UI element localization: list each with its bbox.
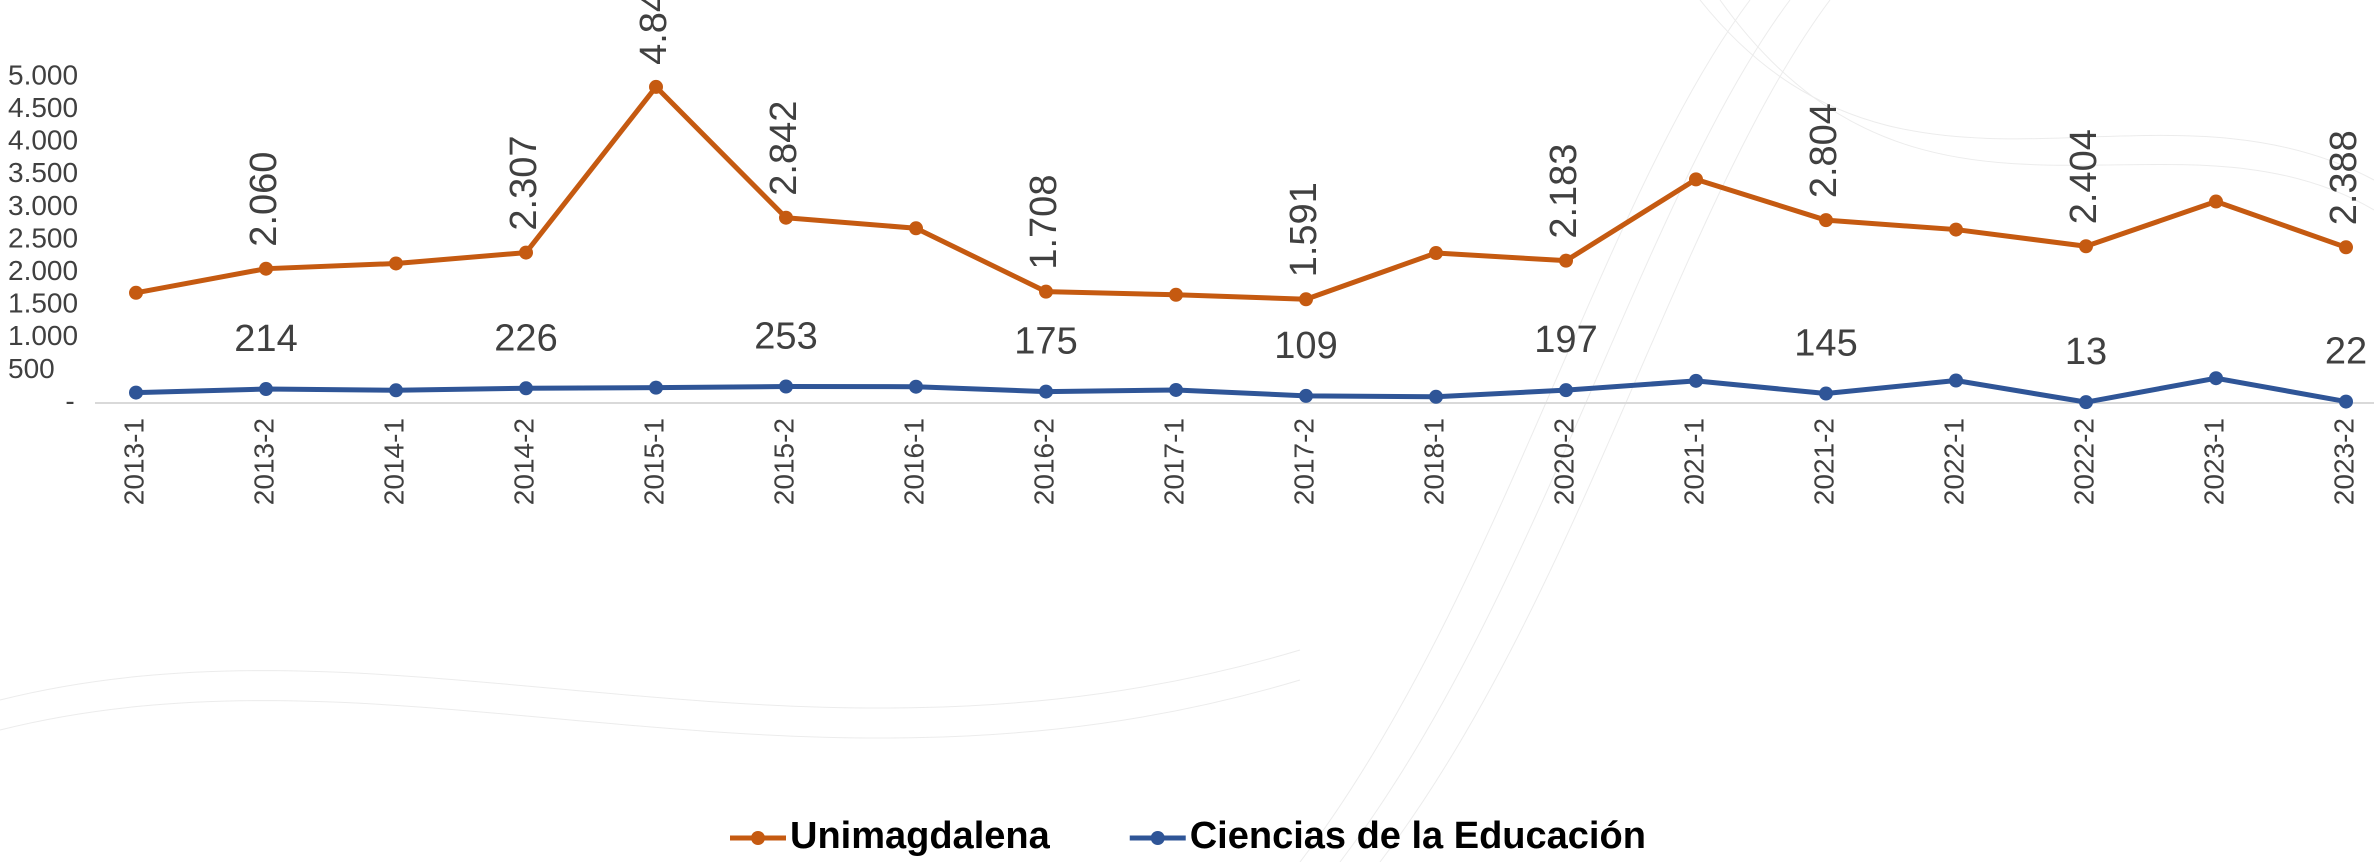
x-tick-label: 2015-2	[768, 418, 799, 505]
data-label: 4.848	[633, 0, 675, 65]
data-point	[2339, 394, 2353, 409]
data-point	[519, 381, 533, 396]
y-tick-label: 3.000	[8, 190, 78, 221]
data-point	[1689, 172, 1703, 187]
x-tick-label: 2017-1	[1158, 418, 1189, 505]
series-line	[135, 84, 2347, 302]
data-point	[389, 383, 403, 398]
data-point	[649, 79, 663, 94]
data-point	[2339, 240, 2353, 255]
data-point	[1559, 253, 1573, 268]
x-tick-label: 2021-2	[1808, 418, 1839, 505]
legend-label: Unimagdalena	[790, 815, 1051, 857]
x-tick-label: 2023-1	[2198, 418, 2229, 505]
y-tick-label: 2.500	[8, 222, 78, 253]
data-point	[2079, 395, 2093, 410]
data-point	[129, 385, 143, 400]
x-tick-label: 2015-1	[638, 418, 669, 505]
data-label: 214	[234, 318, 297, 360]
x-tick-label: 2016-1	[898, 418, 929, 505]
y-tick-label: 1.000	[8, 320, 78, 351]
data-label: 226	[494, 317, 557, 359]
data-label: 2.404	[2063, 129, 2105, 224]
data-label: 2.804	[1803, 103, 1845, 198]
legend-item: Unimagdalena	[730, 815, 1051, 857]
series-line	[135, 375, 2347, 405]
data-point	[909, 221, 923, 236]
x-tick-label: 2013-1	[118, 418, 149, 505]
data-point	[259, 261, 273, 276]
data-label: 22	[2325, 331, 2367, 373]
data-point	[2209, 194, 2223, 209]
data-point	[1429, 246, 1443, 261]
x-tick-label: 2016-2	[1028, 418, 1059, 505]
data-label: 2.183	[1543, 144, 1585, 239]
data-point	[1169, 382, 1183, 397]
data-point	[1039, 284, 1053, 299]
data-label: 145	[1794, 323, 1857, 365]
data-label: 109	[1274, 325, 1337, 367]
data-point	[1949, 373, 1963, 388]
y-tick-label: -	[65, 385, 74, 416]
legend-marker	[751, 831, 765, 845]
y-tick-label: 2.000	[8, 255, 78, 286]
data-point	[1299, 292, 1313, 307]
data-label: 1.591	[1283, 182, 1325, 277]
data-point	[389, 256, 403, 271]
data-point	[259, 382, 273, 397]
data-point	[1949, 222, 1963, 237]
y-tick-label: 3.500	[8, 157, 78, 188]
data-point	[649, 380, 663, 395]
y-tick-label: 1.500	[8, 288, 78, 319]
data-label: 2.842	[763, 101, 805, 196]
data-point	[1169, 287, 1183, 302]
x-tick-label: 2014-1	[378, 418, 409, 505]
x-tick-label: 2022-2	[2068, 418, 2099, 505]
data-label: 13	[2065, 331, 2107, 373]
data-point	[779, 210, 793, 225]
x-tick-label: 2023-2	[2328, 418, 2359, 505]
data-label: 197	[1534, 319, 1597, 361]
data-label: 2.060	[243, 152, 285, 247]
x-tick-label: 2022-1	[1938, 418, 1969, 505]
legend-marker	[1150, 831, 1165, 845]
data-point	[1039, 384, 1053, 399]
y-tick-label: 4.500	[8, 92, 78, 123]
data-point	[129, 285, 143, 300]
data-point	[2209, 371, 2223, 386]
data-point	[1429, 389, 1443, 404]
x-tick-label: 2021-1	[1678, 418, 1709, 505]
legend-label: Ciencias de la Educación	[1190, 815, 1646, 857]
data-point	[519, 245, 533, 260]
x-tick-label: 2018-1	[1418, 418, 1449, 505]
data-point	[1689, 373, 1703, 388]
data-label: 2.388	[2323, 130, 2365, 225]
y-tick-label: 4.000	[8, 125, 78, 156]
data-label: 2.307	[503, 135, 545, 230]
data-point	[1559, 383, 1573, 398]
data-point	[2079, 239, 2093, 254]
x-tick-label: 2020-2	[1548, 418, 1579, 505]
data-point	[909, 379, 923, 394]
data-label: 253	[754, 316, 817, 358]
y-tick-label: 500	[8, 353, 55, 384]
y-tick-label: 5.000	[8, 59, 78, 90]
data-point	[1819, 386, 1833, 401]
data-point	[779, 379, 793, 394]
data-label: 175	[1014, 321, 1077, 363]
x-tick-label: 2017-2	[1288, 418, 1319, 505]
data-label: 1.708	[1023, 175, 1065, 270]
legend-item: Ciencias de la Educación	[1129, 815, 1646, 857]
data-point	[1819, 213, 1833, 228]
data-point	[1299, 388, 1313, 403]
x-tick-label: 2014-2	[508, 418, 539, 505]
x-tick-label: 2013-2	[248, 418, 279, 505]
